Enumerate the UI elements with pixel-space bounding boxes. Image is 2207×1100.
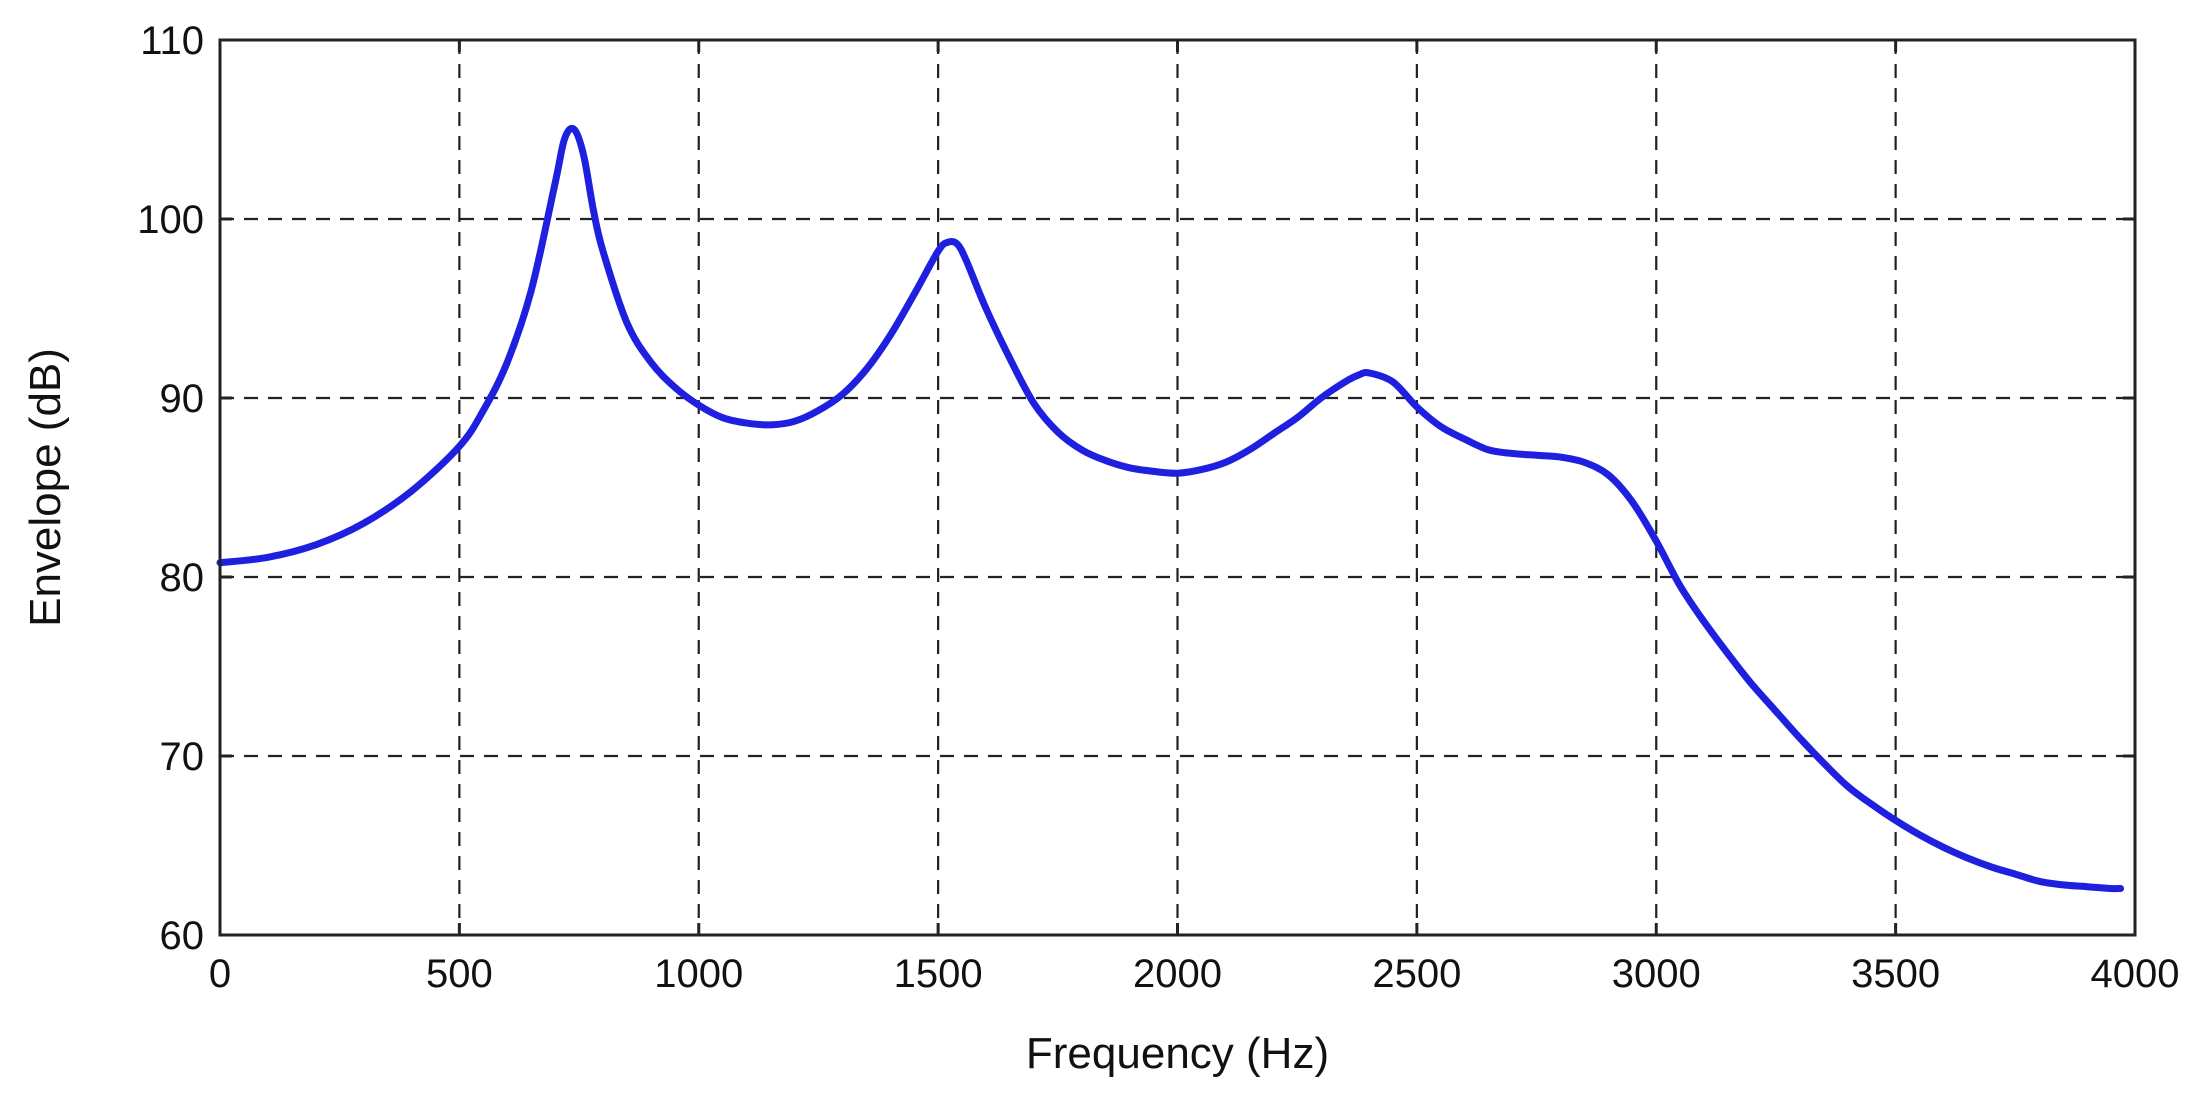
x-tick-label: 2500 <box>1372 952 1461 996</box>
x-tick-label: 1500 <box>894 952 983 996</box>
plot-frame-outline <box>218 38 2137 937</box>
y-tick-label: 80 <box>160 556 205 600</box>
plot-area <box>218 38 2137 937</box>
y-tick-label: 100 <box>137 198 204 242</box>
x-tick-labels: 0 500 1000 1500 2000 2500 3000 3500 4000 <box>209 952 2180 996</box>
y-tick-label: 110 <box>140 19 204 63</box>
x-tick-label: 3500 <box>1851 952 1940 996</box>
y-tick-label: 60 <box>160 914 205 958</box>
x-tick-label: 4000 <box>2091 952 2180 996</box>
envelope-series-line <box>216 124 2125 893</box>
grid <box>220 40 2135 935</box>
x-tick-label: 500 <box>426 952 493 996</box>
y-tick-label: 70 <box>160 735 205 779</box>
x-axis-label: Frequency (Hz) <box>1026 1029 1329 1078</box>
series-group <box>216 124 2125 893</box>
y-tick-labels: 60 70 80 90 100 110 <box>137 19 204 958</box>
x-tick-label: 3000 <box>1612 952 1701 996</box>
y-axis-label: Envelope (dB) <box>21 348 70 627</box>
y-tick-label: 90 <box>160 377 205 421</box>
x-tick-label: 2000 <box>1133 952 1222 996</box>
x-tick-label: 0 <box>209 952 231 996</box>
x-tick-label: 1000 <box>654 952 743 996</box>
